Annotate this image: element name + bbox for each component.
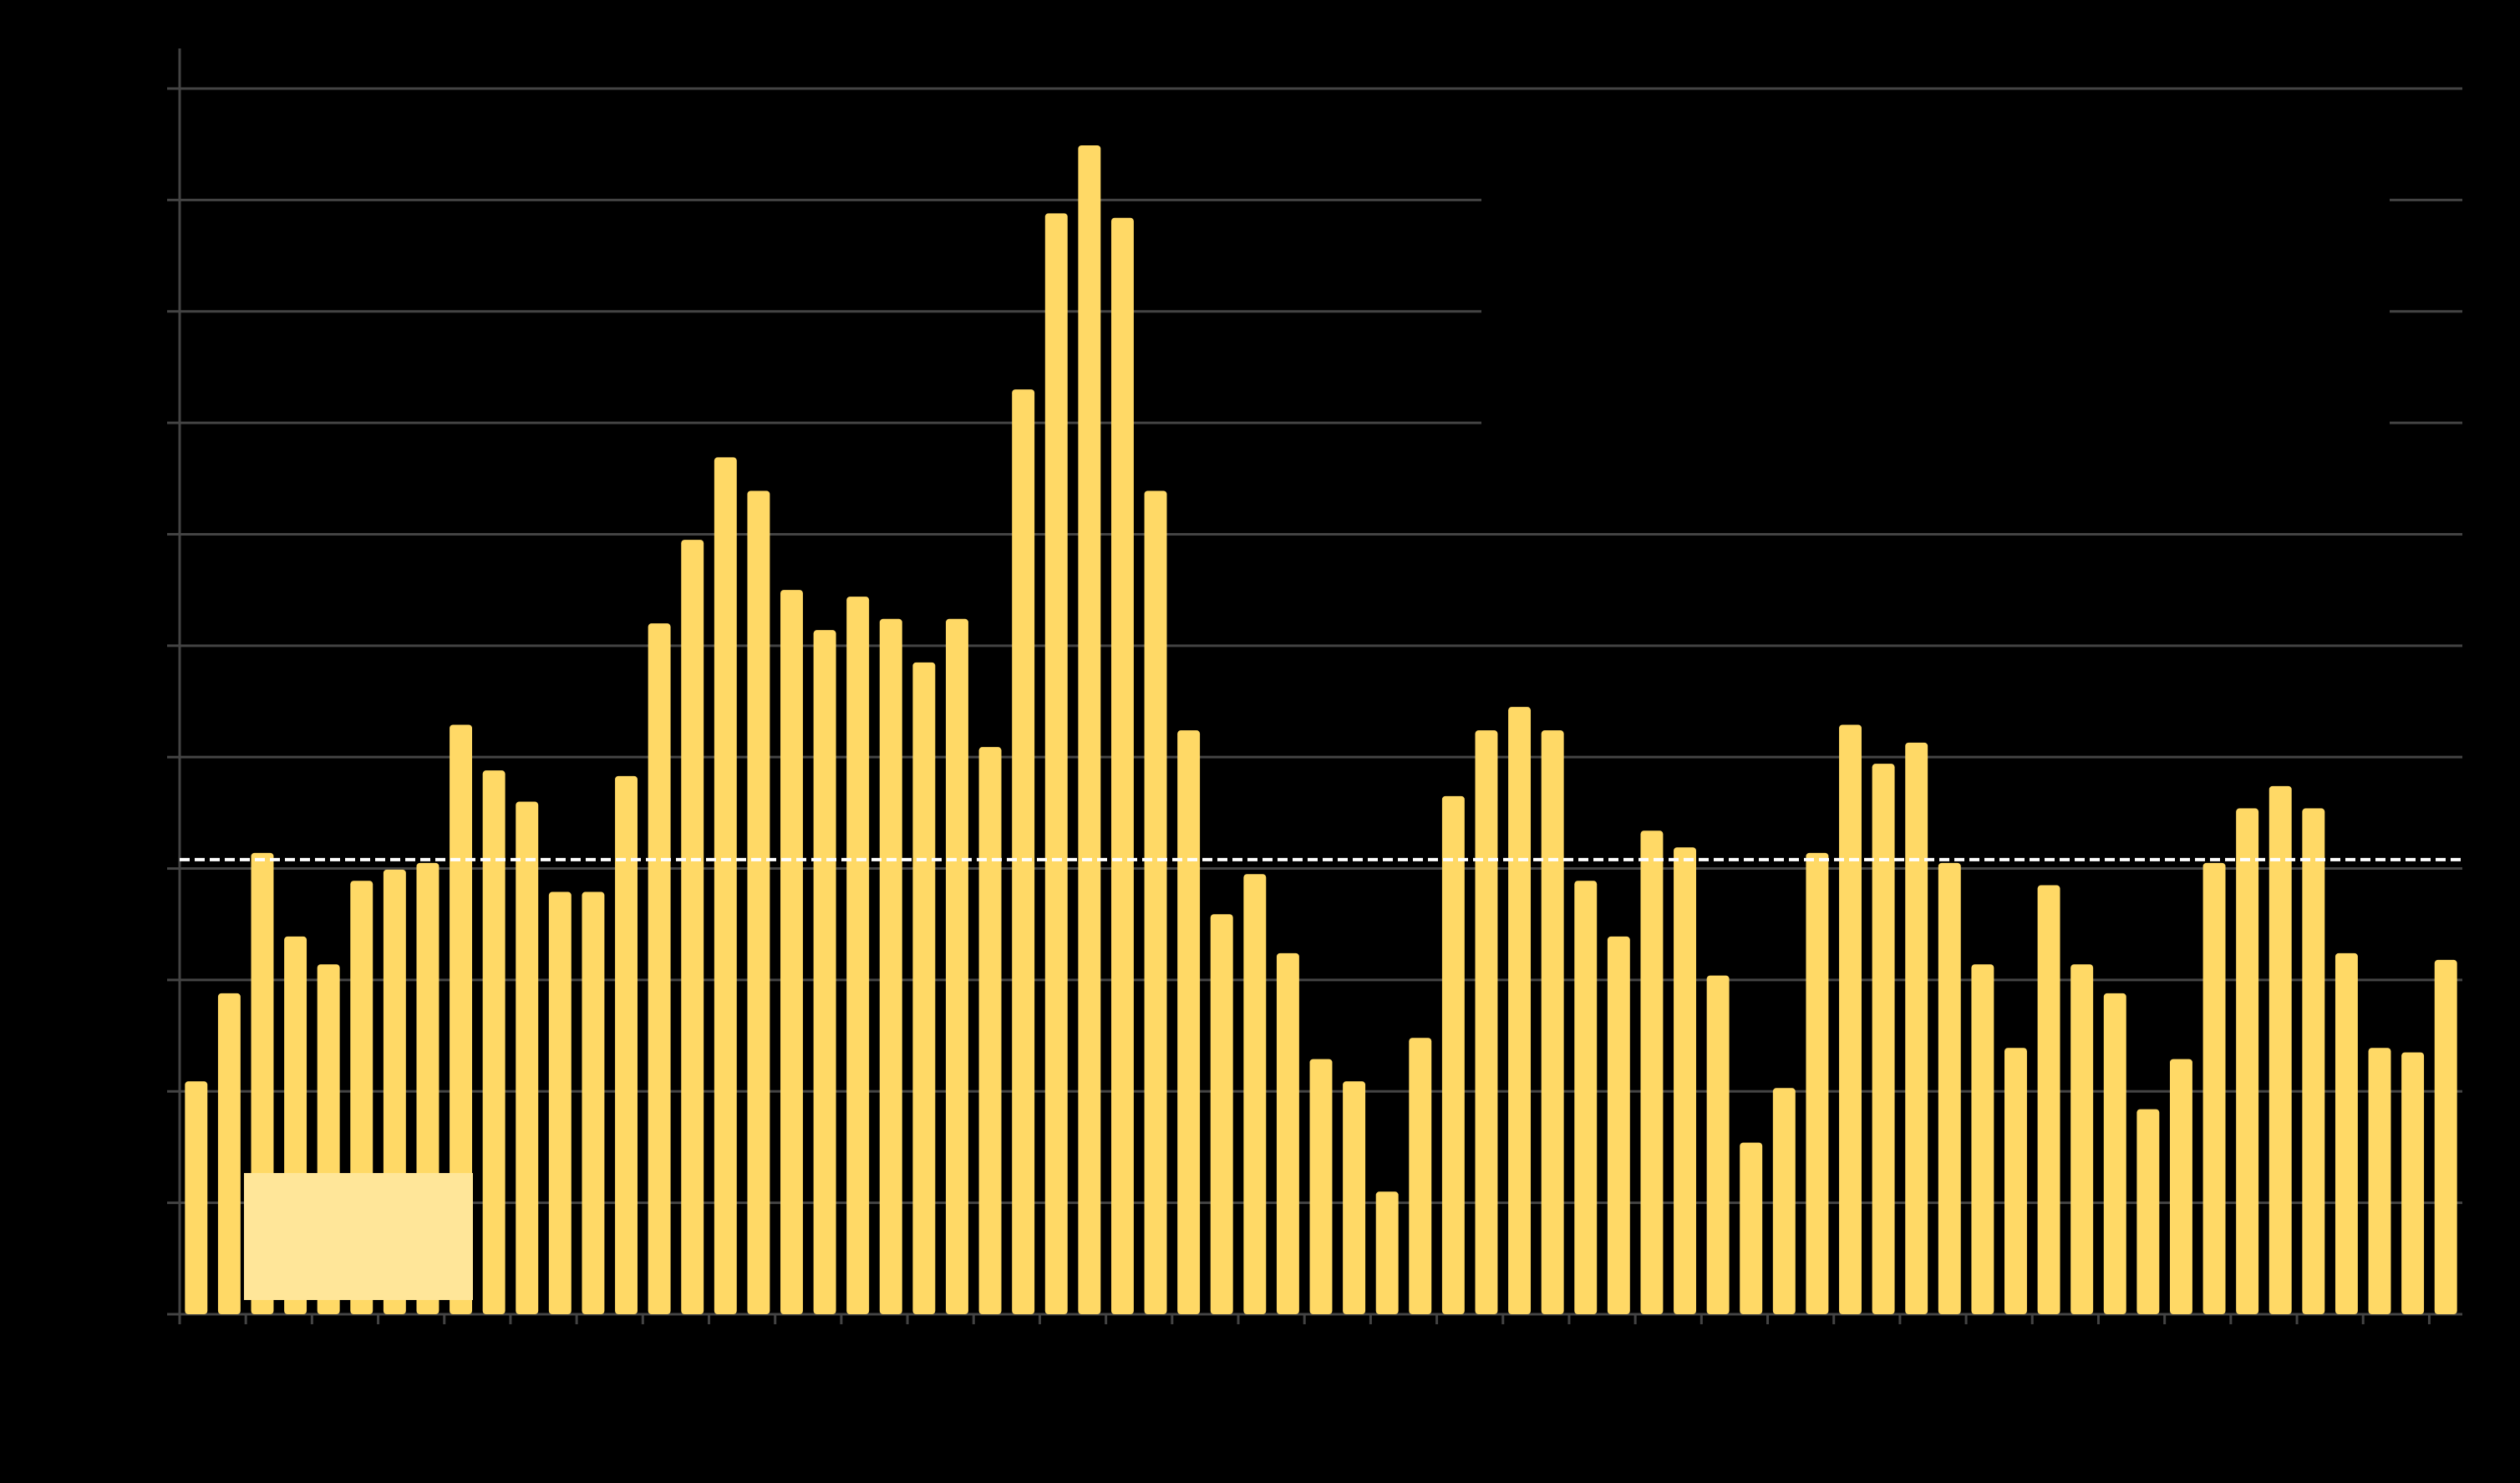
bar	[747, 490, 770, 1314]
bar	[1243, 874, 1267, 1314]
bar	[1872, 764, 1895, 1314]
bar	[516, 801, 539, 1314]
bar	[1441, 795, 1465, 1314]
bar	[681, 540, 704, 1314]
bar	[1607, 936, 1630, 1314]
bar	[615, 775, 638, 1314]
bar	[648, 623, 671, 1314]
bar	[912, 662, 936, 1314]
bar	[2037, 885, 2060, 1314]
bar	[1938, 862, 1961, 1314]
bar	[1309, 1059, 1333, 1314]
bar	[2169, 1059, 2192, 1314]
bar	[813, 630, 836, 1314]
bar	[978, 747, 1002, 1314]
bar	[2070, 964, 2094, 1314]
overlay-box	[1481, 167, 2390, 451]
bar	[2004, 1048, 2027, 1314]
bar	[2368, 1048, 2391, 1314]
bar	[1905, 742, 1928, 1314]
bar	[1740, 1142, 1763, 1314]
bar	[1409, 1038, 1432, 1314]
bar	[1541, 730, 1564, 1314]
bar	[2302, 808, 2325, 1314]
bar	[1772, 1088, 1796, 1314]
bar	[780, 590, 803, 1314]
bar	[946, 618, 968, 1314]
bar	[2335, 952, 2358, 1314]
bar	[450, 724, 473, 1314]
bar	[1012, 389, 1035, 1315]
bar	[2136, 1109, 2160, 1314]
bar	[2103, 993, 2126, 1314]
bar	[482, 770, 506, 1314]
bar	[2202, 862, 2226, 1314]
bar	[1177, 730, 1201, 1314]
bar	[1110, 217, 1134, 1315]
bar	[1276, 952, 1299, 1314]
bar	[185, 1081, 208, 1314]
legend-box	[244, 1173, 473, 1300]
bar	[2236, 808, 2259, 1314]
bar	[217, 993, 241, 1314]
bar	[1343, 1081, 1366, 1314]
bar	[1078, 145, 1101, 1314]
bar	[1044, 213, 1068, 1314]
bar	[2401, 1052, 2425, 1314]
bar	[714, 457, 737, 1315]
bar	[2434, 959, 2457, 1314]
bar	[1971, 964, 1994, 1314]
bar	[1839, 724, 1862, 1314]
bar	[2269, 785, 2292, 1314]
bar	[1375, 1191, 1399, 1314]
bar	[1706, 975, 1730, 1314]
bar	[548, 891, 572, 1314]
bar	[1144, 490, 1167, 1314]
bar	[1574, 881, 1598, 1314]
bar	[846, 597, 870, 1314]
bar	[582, 891, 605, 1314]
bar	[1640, 830, 1664, 1314]
bar	[879, 618, 902, 1314]
bar	[1475, 730, 1498, 1314]
bar	[1674, 847, 1696, 1314]
bar	[1806, 852, 1829, 1314]
bar	[1508, 707, 1532, 1314]
bar	[1210, 914, 1233, 1314]
